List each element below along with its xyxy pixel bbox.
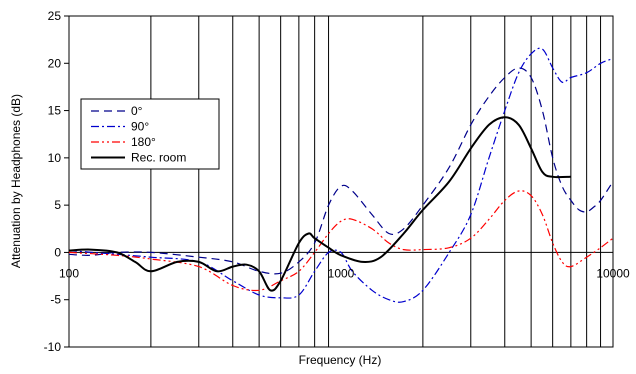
legend-label: 180° (131, 135, 156, 149)
tick-labels: -10 -5 0 5 10 15 20 25 100 1000 10000 (44, 9, 630, 354)
legend-label: 90° (131, 120, 149, 134)
series-line-2 (68, 190, 614, 292)
y-axis-title: Attenuation by Headphones (dB) (9, 94, 23, 268)
x-tick-label: 1000 (328, 266, 355, 280)
x-axis-title: Frequency (Hz) (299, 353, 382, 367)
x-tick-label: 10000 (596, 266, 630, 280)
series-lines (68, 47, 614, 303)
series-line-0 (68, 67, 614, 275)
y-tick-label: 25 (48, 9, 62, 23)
y-tick-label: -10 (44, 340, 62, 354)
y-tick-label: 10 (48, 151, 62, 165)
legend-label: Rec. room (131, 151, 186, 165)
y-tick-label: 15 (48, 104, 62, 118)
legend-label: 0° (131, 104, 143, 118)
x-tick-label: 100 (59, 266, 79, 280)
series-line-1 (68, 47, 614, 303)
series-line-3 (68, 116, 571, 292)
plot-frame (68, 15, 614, 348)
y-tick-label: 0 (54, 245, 61, 259)
y-tick-label: -5 (50, 293, 61, 307)
grid-lines (150, 16, 602, 347)
y-tick-label: 5 (54, 198, 61, 212)
y-tick-label: 20 (48, 56, 62, 70)
legend: 0° 90°180° Rec. room (80, 98, 220, 170)
